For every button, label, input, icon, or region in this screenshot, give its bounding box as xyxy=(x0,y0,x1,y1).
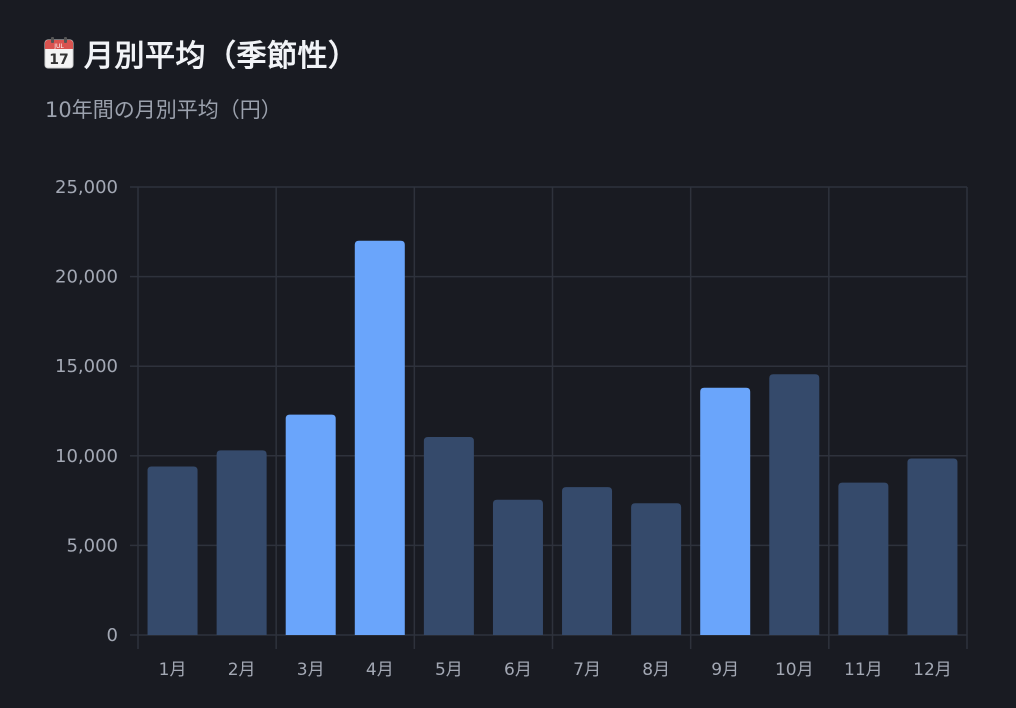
chart-subtitle: 10年間の月別平均（円） xyxy=(45,98,282,122)
bar-5[interactable] xyxy=(423,436,474,635)
y-tick-label: 20,000 xyxy=(55,267,118,288)
x-tick-label: 10月 xyxy=(775,660,814,680)
x-tick-label: 1月 xyxy=(159,660,187,680)
bar-9[interactable] xyxy=(700,387,751,635)
bar-12[interactable] xyxy=(907,458,958,635)
y-tick-label: 15,000 xyxy=(55,356,118,377)
x-tick-label: 9月 xyxy=(711,660,739,680)
bar-1[interactable] xyxy=(147,466,198,635)
bar-11[interactable] xyxy=(838,482,889,635)
bar-7[interactable] xyxy=(562,487,613,635)
x-tick-label: 12月 xyxy=(913,660,952,680)
y-tick-label: 0 xyxy=(107,625,118,646)
y-tick-label: 25,000 xyxy=(55,177,118,198)
calendar-icon-day: 17 xyxy=(49,52,68,68)
bar-2[interactable] xyxy=(216,450,267,635)
y-tick-label: 5,000 xyxy=(66,535,118,556)
calendar-icon: JUL 17 xyxy=(44,37,74,69)
bar-3[interactable] xyxy=(285,414,336,635)
x-tick-label: 6月 xyxy=(504,660,532,680)
bar-6[interactable] xyxy=(492,499,543,635)
chart-header: JUL 17 月別平均（季節性） xyxy=(44,32,359,74)
calendar-icon-month: JUL xyxy=(53,43,64,50)
x-tick-label: 2月 xyxy=(228,660,256,680)
x-tick-label: 4月 xyxy=(366,660,394,680)
x-tick-label: 8月 xyxy=(642,660,670,680)
chart-title: 月別平均（季節性） xyxy=(84,39,359,74)
x-tick-label: 7月 xyxy=(573,660,601,680)
x-tick-label: 3月 xyxy=(297,660,325,680)
bar-8[interactable] xyxy=(631,503,682,635)
y-tick-label: 10,000 xyxy=(55,446,118,467)
bar-4[interactable] xyxy=(354,240,405,635)
x-tick-label: 11月 xyxy=(844,660,883,680)
x-tick-label: 5月 xyxy=(435,660,463,680)
bar-10[interactable] xyxy=(769,374,820,635)
